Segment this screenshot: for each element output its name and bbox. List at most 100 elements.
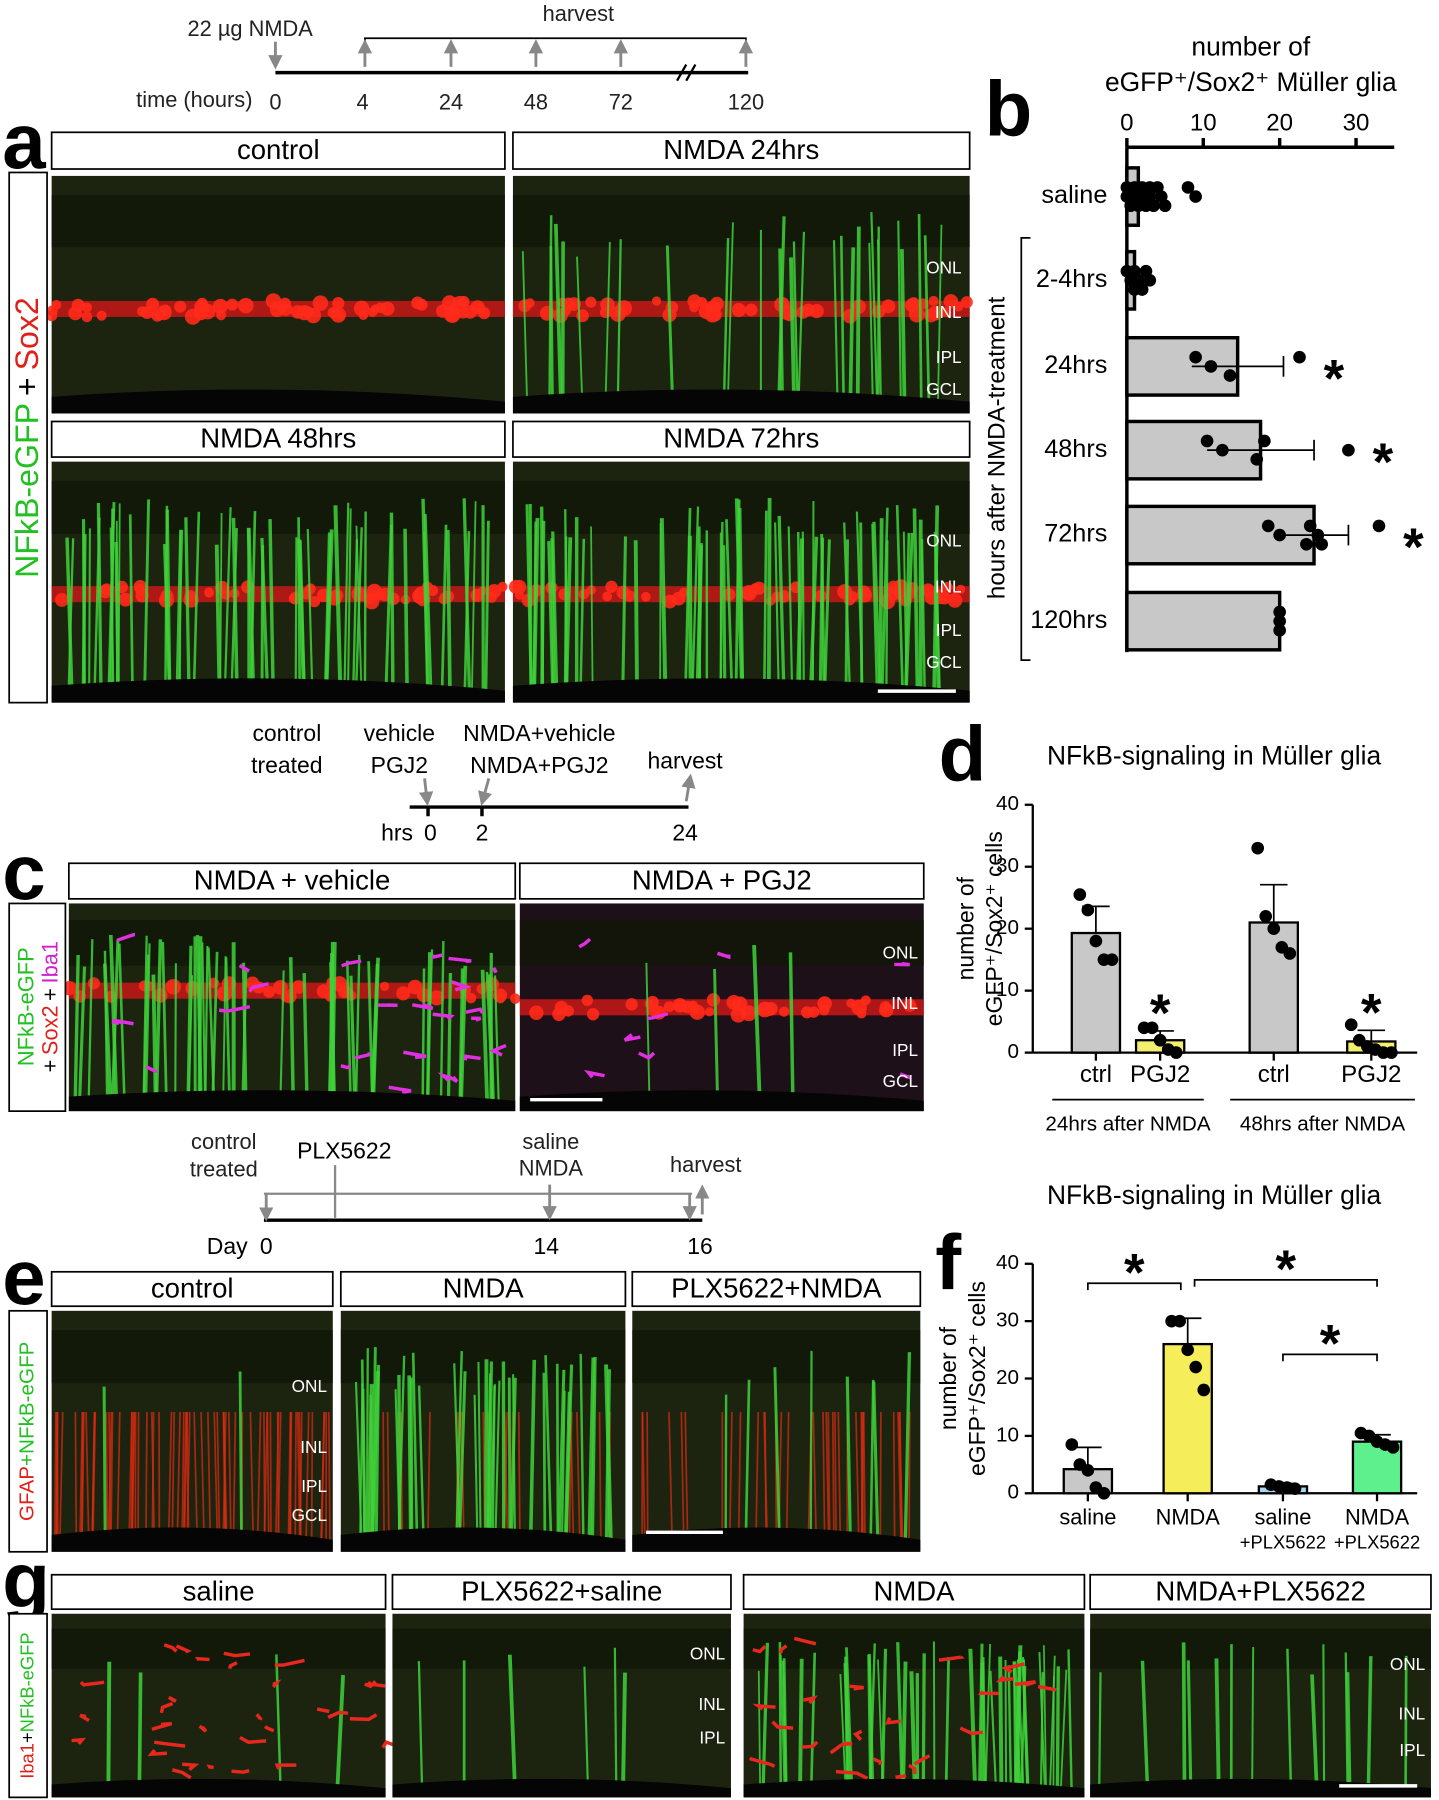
glia-process xyxy=(868,242,874,402)
glia-process xyxy=(917,214,923,402)
glia-process xyxy=(778,1642,782,1789)
significance: * xyxy=(1276,1240,1297,1299)
micrograph xyxy=(51,1613,396,1798)
gfap-fiber xyxy=(266,1412,270,1545)
red-cell xyxy=(704,1007,715,1017)
vitreous-edge xyxy=(340,1527,626,1552)
red-cell xyxy=(302,306,314,318)
glia-process xyxy=(1043,1645,1047,1789)
gfap-fiber xyxy=(569,1412,575,1545)
gfap-fiber xyxy=(108,1412,112,1545)
gfap-fiber xyxy=(855,1412,860,1545)
data-point xyxy=(1386,1441,1400,1454)
glia-process xyxy=(81,519,86,691)
red-cell xyxy=(216,310,227,321)
microglia xyxy=(263,1725,275,1733)
glia-process xyxy=(403,528,409,691)
photoreceptor-layer xyxy=(512,194,970,248)
gfap-fiber xyxy=(298,1412,302,1545)
glia-process xyxy=(870,212,879,402)
red-cell xyxy=(487,583,502,599)
gfap-fiber xyxy=(827,1412,831,1545)
glia-process xyxy=(151,974,158,1101)
photoreceptor-layer xyxy=(743,1628,1085,1669)
y-axis-label: hours after NMDA-treatment xyxy=(984,296,1011,599)
glia-process xyxy=(343,502,350,691)
microglia xyxy=(913,1754,931,1766)
glia-process xyxy=(590,526,594,691)
red-cell xyxy=(605,580,618,593)
red-cell xyxy=(610,305,626,322)
microglia xyxy=(583,1069,605,1079)
red-cell xyxy=(663,1001,675,1013)
glia-process xyxy=(563,536,568,691)
red-cell xyxy=(165,978,182,995)
red-cell xyxy=(55,593,69,607)
panel-header: NMDA 48hrs xyxy=(200,423,356,454)
data-point xyxy=(1261,519,1275,533)
microglia xyxy=(231,1768,250,1774)
data-point xyxy=(1216,443,1229,457)
y-tick-label: 24hrs xyxy=(1044,351,1107,379)
glia-process xyxy=(175,529,184,691)
significance: * xyxy=(1373,433,1394,492)
data-point xyxy=(1189,1360,1203,1374)
microglia xyxy=(430,953,443,960)
glia-process xyxy=(752,944,762,1101)
glia-process xyxy=(869,1379,875,1540)
significance: * xyxy=(1124,1243,1145,1302)
microglia xyxy=(354,1051,372,1060)
label: NMDA+vehicle xyxy=(463,720,615,746)
microglia xyxy=(471,1016,482,1022)
red-cell xyxy=(524,298,535,308)
data-point xyxy=(1189,190,1202,203)
layer-label: GCL xyxy=(883,1071,918,1091)
glia-process xyxy=(897,220,902,402)
microglia xyxy=(238,964,250,973)
glia-process xyxy=(223,507,232,691)
glia-process xyxy=(1020,1666,1027,1789)
chart-title: number of xyxy=(1191,32,1310,62)
red-cell xyxy=(263,985,275,998)
microglia xyxy=(793,1636,817,1646)
glia-process xyxy=(773,1367,781,1540)
panel-header-box xyxy=(67,862,517,900)
glia-process xyxy=(106,1661,112,1789)
microglia xyxy=(578,937,592,949)
data-point xyxy=(1097,1486,1111,1500)
glia-process xyxy=(367,961,374,1101)
label: harvest xyxy=(543,1,614,26)
red-cell xyxy=(273,980,288,995)
microglia xyxy=(248,982,269,993)
gfap-fiber xyxy=(785,1412,790,1545)
red-cell xyxy=(705,302,717,313)
layer-label: IPL xyxy=(936,620,962,640)
glia-process xyxy=(352,539,359,691)
glia-process xyxy=(367,1384,374,1540)
microglia xyxy=(647,1012,669,1021)
glia-process xyxy=(1014,1645,1023,1789)
microglia xyxy=(835,1769,869,1780)
microglia xyxy=(995,1675,1014,1683)
microglia xyxy=(872,1757,883,1765)
gfap-fiber xyxy=(728,1412,733,1545)
panel-header: control xyxy=(237,134,320,165)
gfap-fiber xyxy=(892,1412,896,1545)
red-cell xyxy=(407,979,423,995)
glia-process xyxy=(108,934,119,1101)
glia-process xyxy=(346,960,352,1101)
glia-process xyxy=(128,514,134,691)
panel-header: NMDA 24hrs xyxy=(663,134,819,165)
data-point xyxy=(1169,1046,1183,1059)
x-tick-label: 10 xyxy=(1190,110,1217,137)
gfap-fiber xyxy=(269,1412,272,1545)
glia-process xyxy=(417,1661,424,1789)
x-tick-label: +PLX5622 xyxy=(1240,1532,1326,1553)
glia-process xyxy=(871,523,878,691)
microglia xyxy=(151,1721,173,1731)
glia-process xyxy=(186,945,193,1101)
red-cell xyxy=(808,1006,820,1018)
glia-process xyxy=(564,537,573,691)
microglia xyxy=(316,1707,330,1714)
